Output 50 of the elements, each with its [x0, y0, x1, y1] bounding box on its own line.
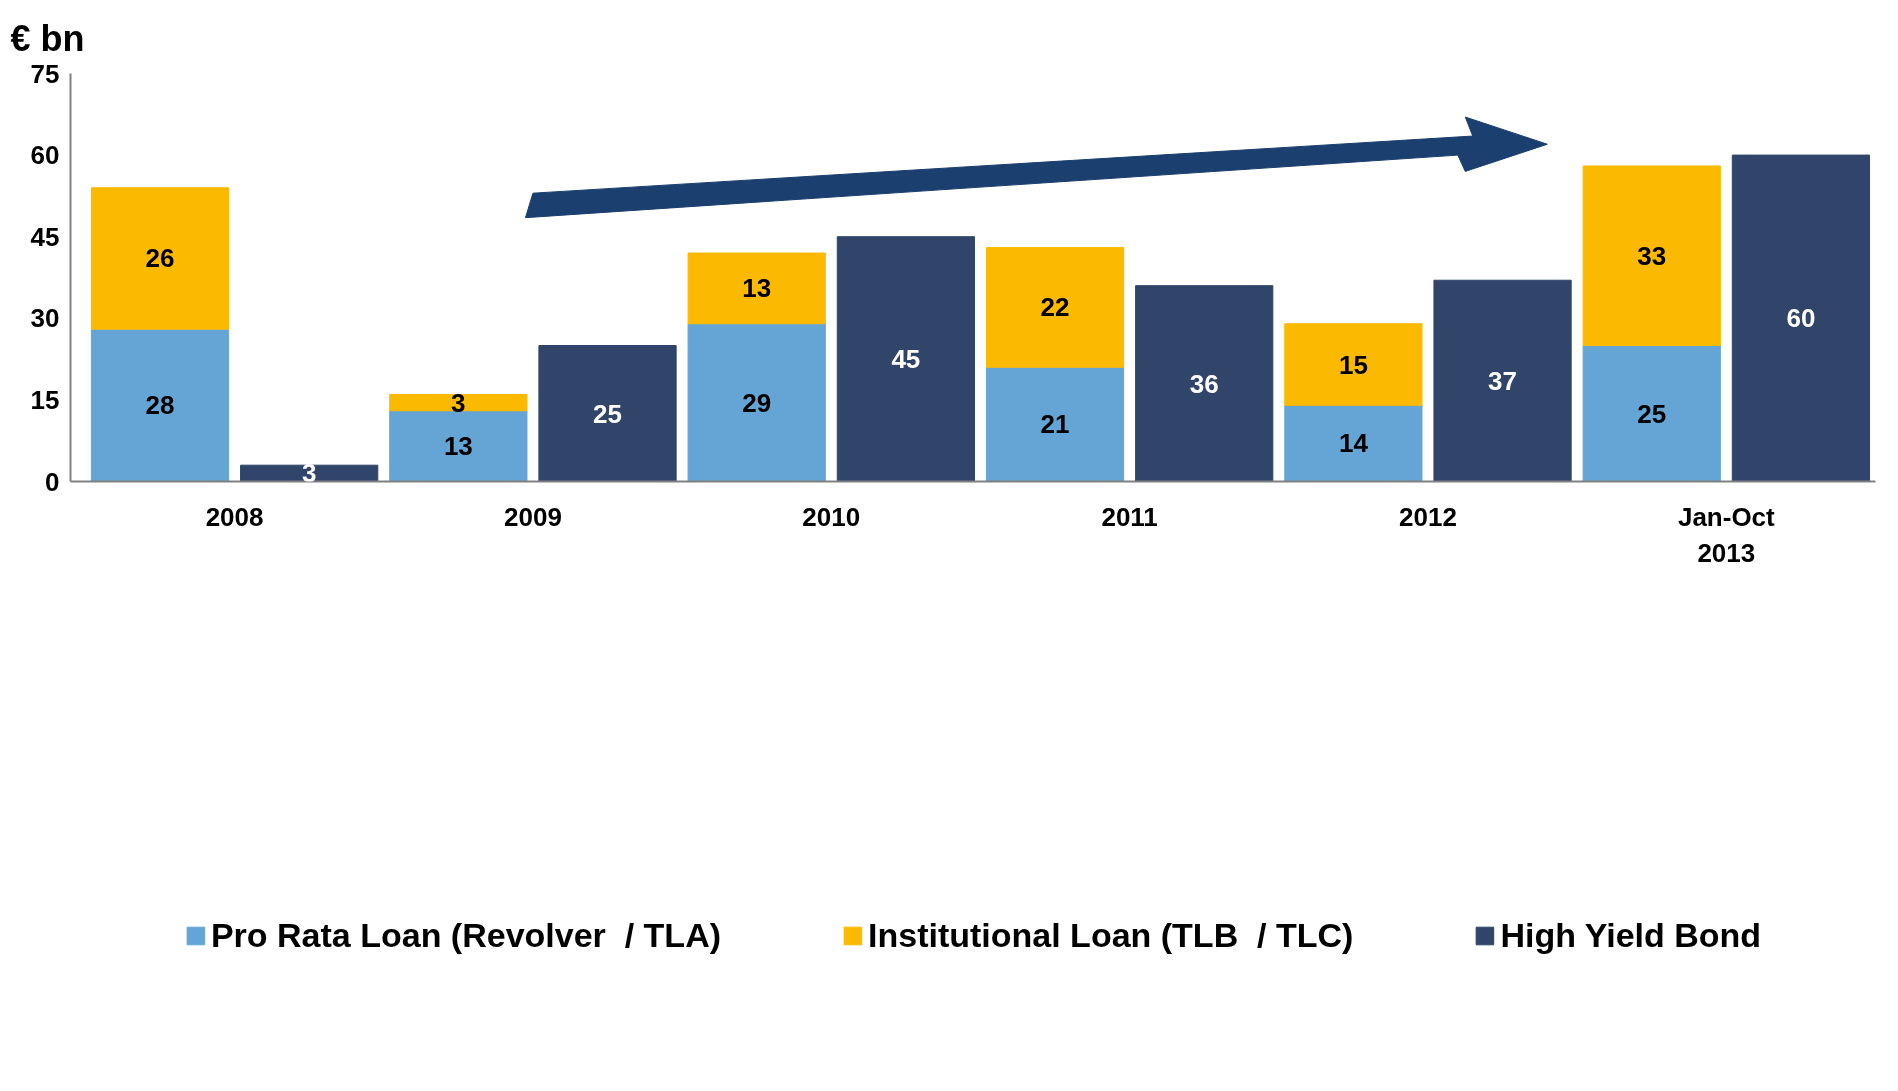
bar — [389, 410, 528, 482]
legend-label: Pro Rata Loan (Revolver / TLA) — [210, 915, 722, 955]
bar — [985, 247, 1125, 368]
bar — [1582, 345, 1721, 482]
data-label: 15 — [1338, 349, 1368, 380]
bar — [1284, 404, 1423, 482]
bar — [687, 323, 826, 482]
data-label: 22 — [1040, 292, 1070, 323]
bar — [687, 252, 826, 325]
bar — [1135, 285, 1274, 482]
x-tick-label: 2011 — [1101, 501, 1158, 532]
data-label: 26 — [145, 243, 175, 274]
legend-label: Institutional Loan (TLB / TLC) — [868, 915, 1354, 955]
data-label: 13 — [742, 273, 772, 304]
data-label: 33 — [1637, 240, 1667, 271]
x-tick-label: 2012 — [1399, 501, 1457, 532]
data-label: 14 — [1338, 428, 1369, 459]
data-label: 60 — [1786, 303, 1816, 334]
data-label: 21 — [1040, 409, 1070, 440]
bar — [1433, 279, 1572, 482]
x-tick-label: 2010 — [802, 501, 861, 532]
bar — [1731, 154, 1871, 482]
data-label: 36 — [1189, 368, 1219, 399]
y-tick-label: 45 — [30, 221, 60, 252]
data-label: 37 — [1488, 365, 1518, 396]
data-label: 13 — [443, 431, 473, 462]
y-axis-title: € bn — [10, 17, 85, 59]
data-label: 3 — [451, 387, 466, 418]
data-label: 29 — [742, 387, 772, 418]
bar — [985, 366, 1125, 482]
data-label: 45 — [891, 344, 921, 375]
y-tick-label: 60 — [30, 140, 60, 171]
bar — [90, 187, 230, 330]
data-label: 25 — [1637, 398, 1667, 429]
x-tick-label: Jan-Oct 2013 — [1677, 501, 1776, 568]
data-label: 25 — [593, 398, 622, 429]
bar — [836, 236, 975, 482]
bar — [1582, 165, 1721, 346]
bar — [1284, 323, 1423, 406]
y-tick-label: 0 — [45, 466, 60, 497]
bar — [389, 393, 528, 412]
legend-label: High Yield Bond — [1500, 915, 1762, 955]
x-tick-label: 2008 — [205, 501, 264, 532]
y-tick-label: 75 — [30, 58, 60, 89]
bar — [538, 345, 677, 482]
y-tick-label: 30 — [30, 303, 60, 334]
y-tick-label: 15 — [30, 384, 60, 415]
x-tick-label: 2009 — [504, 501, 562, 532]
data-label: 28 — [145, 390, 175, 421]
bar — [90, 328, 230, 482]
